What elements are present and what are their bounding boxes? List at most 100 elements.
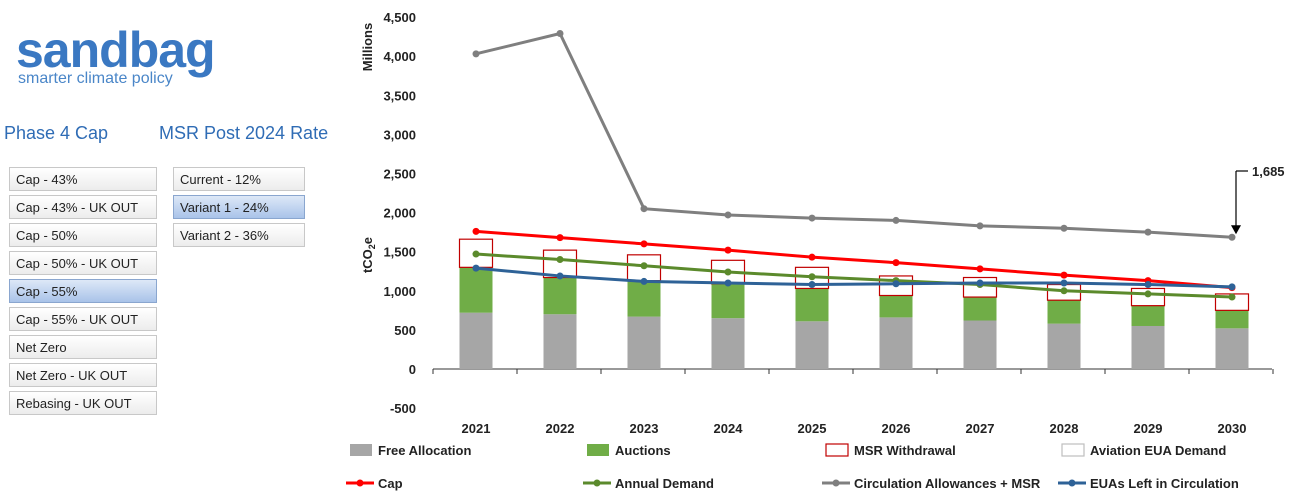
y-tick-label: 1,000 (383, 284, 416, 299)
bar-auctions-2021 (459, 267, 493, 313)
bar-auctions-2026 (879, 295, 913, 318)
phase4-option-cap-55-uk-out[interactable]: Cap - 55% - UK OUT (9, 307, 157, 331)
phase4-option-cap-50[interactable]: Cap - 50% (9, 223, 157, 247)
point-euas-left-in-circulation-2027 (976, 279, 984, 287)
point-circulation-allowances-msr-2025 (808, 214, 816, 222)
bar-auctions-2025 (795, 288, 829, 322)
bar-auctions-2027 (963, 297, 997, 321)
bar-auctions-2022 (543, 277, 577, 315)
phase4-heading: Phase 4 Cap (4, 123, 109, 143)
line-circulation-allowances-msr (475, 31, 1233, 239)
bar-free-allocation-2027 (963, 320, 997, 369)
legend-marker-euas-left-in-circulation (1068, 479, 1076, 487)
x-tick-label-2029: 2029 (1134, 421, 1163, 436)
legend-swatch-auctions (587, 444, 609, 456)
msr-heading: MSR Post 2024 Rate (159, 123, 329, 143)
legend-label-auctions: Auctions (615, 443, 671, 458)
point-cap-2023 (640, 240, 648, 248)
phase4-option-cap-50-uk-out[interactable]: Cap - 50% - UK OUT (9, 251, 157, 275)
x-tick-label-2025: 2025 (798, 421, 827, 436)
msr-option-variant-1-24[interactable]: Variant 1 - 24% (173, 195, 305, 219)
bar-free-allocation-2030 (1215, 328, 1249, 369)
x-tick-label-2026: 2026 (882, 421, 911, 436)
bar-auctions-2029 (1131, 305, 1165, 326)
point-euas-left-in-circulation-2026 (892, 280, 900, 288)
point-cap-2025 (808, 253, 816, 261)
legend-swatch-free-allocation (350, 444, 372, 456)
x-tick-label-2022: 2022 (546, 421, 575, 436)
phase4-option-net-zero[interactable]: Net Zero (9, 335, 157, 359)
msr-option-current-12[interactable]: Current - 12% (173, 167, 305, 191)
point-circulation-allowances-msr-2029 (1144, 228, 1152, 236)
line-euas-left-in-circulation (475, 266, 1233, 289)
annotation-arrowhead (1231, 225, 1241, 235)
y-axis-label: tCO2e (360, 237, 377, 273)
point-circulation-allowances-msr-2027 (976, 222, 984, 230)
point-circulation-allowances-msr-2021 (472, 50, 480, 58)
point-circulation-allowances-msr-2026 (892, 216, 900, 224)
bar-free-allocation-2021 (459, 312, 493, 369)
y-tick-label: -500 (390, 401, 416, 416)
point-euas-left-in-circulation-2024 (724, 279, 732, 287)
legend-swatch-msr-withdrawal (825, 443, 849, 457)
point-annual-demand-2021 (472, 250, 480, 258)
x-tick-label-2030: 2030 (1218, 421, 1247, 436)
bar-free-allocation-2028 (1047, 323, 1081, 369)
point-circulation-allowances-msr-2030 (1228, 233, 1236, 241)
point-cap-2021 (472, 227, 480, 235)
point-annual-demand-2022 (556, 256, 564, 264)
msr-option-variant-2-36[interactable]: Variant 2 - 36% (173, 223, 305, 247)
legend-marker-cap (356, 479, 364, 487)
point-annual-demand-2028 (1060, 287, 1068, 295)
y-tick-label: 500 (394, 323, 416, 338)
legend-label-msr-withdrawal: MSR Withdrawal (854, 443, 956, 458)
bar-free-allocation-2024 (711, 318, 745, 369)
x-tick-label-2028: 2028 (1050, 421, 1079, 436)
x-tick-label-2024: 2024 (714, 421, 744, 436)
y-tick-label: 3,500 (383, 88, 416, 103)
logo-tagline: smarter climate policy (18, 70, 173, 87)
bar-free-allocation-2022 (543, 314, 577, 369)
phase4-option-rebasing-uk-out[interactable]: Rebasing - UK OUT (9, 391, 157, 415)
y-tick-label: 3,000 (383, 127, 416, 142)
x-tick-label-2021: 2021 (462, 421, 491, 436)
point-cap-2026 (892, 259, 900, 267)
legend-label-cap: Cap (378, 476, 403, 491)
point-euas-left-in-circulation-2029 (1144, 281, 1152, 289)
legend-marker-annual-demand (593, 479, 601, 487)
point-cap-2022 (556, 234, 564, 242)
phase4-option-cap-43-uk-out[interactable]: Cap - 43% - UK OUT (9, 195, 157, 219)
y-tick-label: 4,000 (383, 49, 416, 64)
emissions-chart: -500 0 500 1,000 1,500 2,000 2,500 3,000 3,500 4,… (346, 10, 1285, 491)
point-euas-left-in-circulation-2025 (808, 281, 816, 289)
line-annual-demand (475, 252, 1233, 299)
y-tick-label: 2,500 (383, 167, 416, 182)
logo-wordmark: sandbag (16, 22, 216, 78)
point-cap-2028 (1060, 271, 1068, 279)
bar-free-allocation-2026 (879, 317, 913, 369)
y-tick-label: 4,500 (383, 10, 416, 25)
phase4-option-net-zero-uk-out[interactable]: Net Zero - UK OUT (9, 363, 157, 387)
bar-free-allocation-2025 (795, 321, 829, 369)
units-label: Millions (360, 23, 375, 71)
bar-auctions-2028 (1047, 300, 1081, 324)
x-tick-label-2027: 2027 (966, 421, 995, 436)
legend-label-aviation-eua-demand: Aviation EUA Demand (1090, 443, 1226, 458)
point-cap-2024 (724, 246, 732, 254)
point-annual-demand-2025 (808, 273, 816, 281)
legend-swatch-aviation-eua-demand (1061, 443, 1085, 457)
x-tick-label-2023: 2023 (630, 421, 659, 436)
annotation-label: 1,685 (1252, 164, 1285, 179)
legend-label-annual-demand: Annual Demand (615, 476, 714, 491)
point-annual-demand-2030 (1228, 293, 1236, 301)
point-circulation-allowances-msr-2028 (1060, 224, 1068, 232)
legend-label-circulation-allowances-msr: Circulation Allowances + MSR (854, 476, 1041, 491)
point-cap-2027 (976, 265, 984, 273)
bar-auctions-2030 (1215, 310, 1249, 329)
bar-free-allocation-2029 (1131, 325, 1165, 369)
phase4-option-cap-43[interactable]: Cap - 43% (9, 167, 157, 191)
point-euas-left-in-circulation-2023 (640, 277, 648, 285)
point-euas-left-in-circulation-2021 (472, 264, 480, 272)
phase4-option-cap-55[interactable]: Cap - 55% (9, 279, 157, 303)
point-euas-left-in-circulation-2030 (1228, 283, 1236, 291)
